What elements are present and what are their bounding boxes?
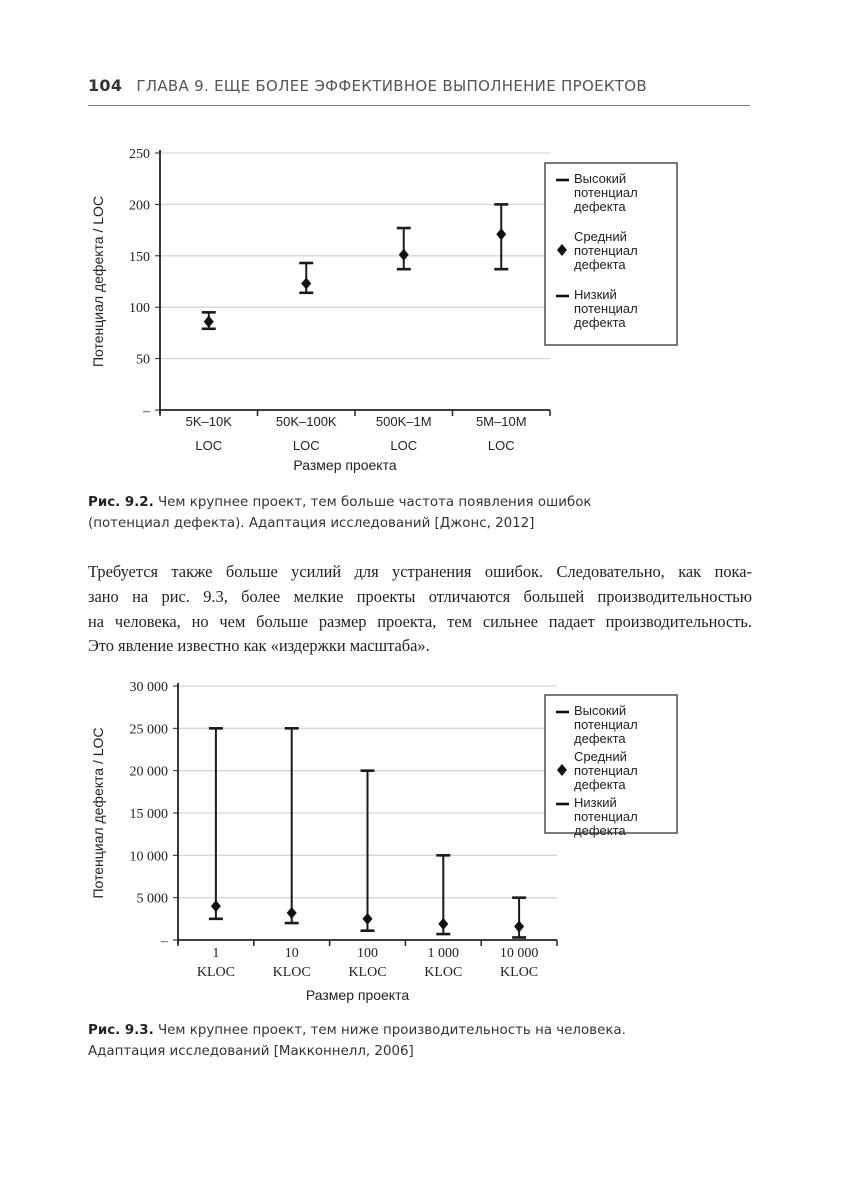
legend-label: Средний (574, 749, 627, 764)
legend-label: потенциал (574, 717, 638, 732)
y-tick-label: 50 (136, 353, 150, 368)
mid-marker (301, 277, 312, 290)
mid-marker (203, 315, 214, 328)
legend-label: дефекта (574, 731, 626, 746)
figure-label: Рис. 9.2. (88, 495, 154, 510)
legend-label: дефекта (574, 257, 626, 272)
paragraph-line: зано на рис. 9.3, более мелкие проекты о… (88, 586, 752, 606)
y-tick-label: 25 000 (130, 722, 169, 737)
legend-label: Высокий (574, 703, 626, 718)
figure-label: Рис. 9.3. (88, 1023, 154, 1038)
y-tick-label: 15 000 (130, 807, 169, 822)
x-tick-label: KLOC (424, 965, 462, 980)
legend-diamond-icon (557, 244, 567, 256)
legend-diamond-icon (557, 764, 567, 776)
legend-label: дефекта (574, 315, 626, 330)
caption-line: (потенциал дефекта). Адаптация исследова… (88, 516, 535, 531)
x-tick-label: 5K–10K (186, 414, 233, 429)
y-axis-title: Потенциал дефекта / LOC (90, 196, 106, 367)
x-axis-title: Размер проекта (306, 987, 409, 1003)
y-tick-label: – (160, 934, 169, 949)
legend-label: Низкий (574, 287, 617, 302)
x-tick-label: KLOC (273, 965, 311, 980)
legend-box (544, 694, 678, 834)
y-axis-title: Потенциал дефекта / LOC (90, 727, 106, 898)
legend-label: потенциал (574, 809, 638, 824)
mid-marker (210, 900, 221, 913)
legend-label: дефекта (574, 823, 626, 838)
figure-9-2-caption: Рис. 9.2. Чем крупнее проект, тем больше… (88, 492, 592, 534)
y-tick-label: 10 000 (130, 849, 169, 864)
caption-line: Чем крупнее проект, тем ниже производите… (157, 1023, 626, 1038)
x-tick-label: KLOC (197, 965, 235, 980)
body-paragraph: Требуется также больше усилий для устран… (88, 560, 752, 659)
x-tick-label: 50K–100K (276, 414, 337, 429)
legend-label: потенциал (574, 243, 638, 258)
y-tick-label: 200 (129, 198, 150, 213)
running-header: 104 ГЛАВА 9. ЕЩЕ БОЛЕЕ ЭФФЕКТИВНОЕ ВЫПОЛН… (88, 76, 647, 95)
y-tick-label: 20 000 (130, 765, 169, 780)
x-tick-label: LOC (390, 438, 417, 453)
legend-label: потенциал (574, 185, 638, 200)
x-tick-label: 500K–1M (376, 414, 432, 429)
legend-label: дефекта (574, 199, 626, 214)
x-tick-label: 10 000 (500, 946, 539, 961)
paragraph-line: Это явление известно как «издержки масшт… (88, 636, 430, 656)
header-rule (88, 105, 750, 106)
x-tick-label: KLOC (348, 965, 386, 980)
mid-marker (398, 248, 409, 261)
mid-marker (514, 920, 525, 933)
chapter-title: ГЛАВА 9. ЕЩЕ БОЛЕЕ ЭФФЕКТИВНОЕ ВЫПОЛНЕНИ… (136, 77, 647, 95)
y-tick-label: 5 000 (137, 892, 169, 907)
y-tick-label: 250 (129, 147, 150, 162)
legend-label: дефекта (574, 777, 626, 792)
caption-line: Адаптация исследований [Макконнелл, 2006… (88, 1044, 414, 1059)
legend-label: потенциал (574, 763, 638, 778)
x-tick-label: 1 (212, 946, 219, 961)
caption-line: Чем крупнее проект, тем больше частота п… (157, 495, 592, 510)
y-tick-label: 100 (129, 301, 150, 316)
y-tick-label: 30 000 (130, 680, 169, 695)
x-tick-label: LOC (293, 438, 320, 453)
mid-marker (496, 228, 507, 241)
x-tick-label: LOC (195, 438, 222, 453)
paragraph-line: на человека, но чем больше размер проект… (88, 611, 752, 631)
x-tick-label: 5M–10M (476, 414, 527, 429)
legend-label: Высокий (574, 171, 626, 186)
paragraph-line: Требуется также больше усилий для устран… (88, 562, 752, 581)
page-number: 104 (88, 76, 123, 95)
legend-label: Низкий (574, 795, 617, 810)
y-tick-label: – (142, 404, 151, 419)
legend-box (544, 162, 678, 346)
x-tick-label: 1 000 (428, 946, 460, 961)
legend-label: потенциал (574, 301, 638, 316)
x-axis-title: Размер проекта (293, 457, 396, 473)
figure-9-3-caption: Рис. 9.3. Чем крупнее проект, тем ниже п… (88, 1020, 626, 1062)
x-tick-label: 10 (285, 946, 299, 961)
mid-marker (438, 917, 449, 930)
x-tick-label: KLOC (500, 965, 538, 980)
x-tick-label: 100 (357, 946, 378, 961)
x-tick-label: LOC (488, 438, 515, 453)
legend-label: Средний (574, 229, 627, 244)
mid-marker (362, 912, 373, 925)
mid-marker (286, 906, 297, 919)
y-tick-label: 150 (129, 250, 150, 265)
